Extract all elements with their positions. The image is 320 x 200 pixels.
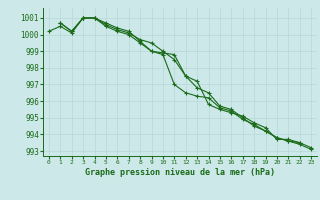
X-axis label: Graphe pression niveau de la mer (hPa): Graphe pression niveau de la mer (hPa) <box>85 168 275 177</box>
